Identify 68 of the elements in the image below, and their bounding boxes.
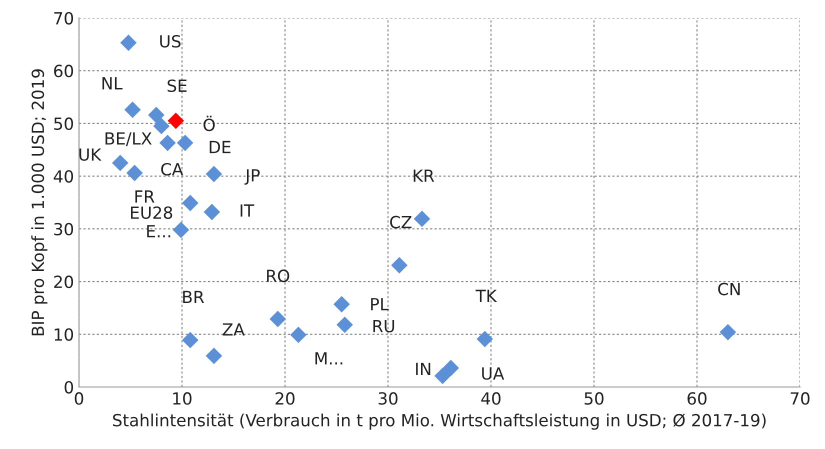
x-tick-label: 30 (378, 392, 398, 405)
point (476, 330, 494, 348)
x-tick-label: 60 (688, 392, 706, 405)
y-tick-label: 70 (54, 12, 74, 25)
annotation: RO (267, 270, 290, 282)
annotation: SE (168, 79, 187, 92)
annotation: PL (371, 298, 389, 310)
point (182, 332, 198, 348)
point (159, 134, 176, 152)
annotation: M... (315, 352, 342, 364)
x-axis-title: Stahlintensität (Verbrauch in t pro Mio. Wirtschaftsleistung in USD; Ø 2017-19) (113, 414, 766, 430)
annotation: CA (161, 162, 184, 176)
annotation: TK (476, 290, 498, 302)
annotation: NL (102, 77, 123, 90)
point (391, 257, 408, 274)
y-tick-label: 20 (54, 276, 74, 288)
annotation: CZ (390, 216, 412, 228)
annotation: IT (240, 204, 254, 217)
annotation: KR (414, 170, 434, 182)
annotation: CN (718, 282, 740, 296)
annotation: BE/LX (106, 132, 152, 146)
annotation: JP (244, 169, 260, 185)
point (414, 210, 430, 228)
point (442, 360, 460, 376)
y-tick-label: 10 (54, 328, 74, 341)
point (182, 194, 198, 212)
point (206, 348, 222, 364)
point (148, 106, 164, 124)
x-tick-label: 40 (481, 392, 500, 405)
annotation: DE (210, 140, 230, 154)
annotation: UK (80, 148, 102, 161)
point (126, 164, 143, 182)
annotation: EU28 (131, 206, 172, 219)
y-tick-label: 50 (54, 117, 74, 130)
annotation: RU (373, 320, 394, 332)
point (434, 368, 451, 384)
point (124, 102, 141, 118)
annotation: E... (147, 225, 170, 238)
x-tick-label: 70 (790, 392, 810, 405)
point (176, 134, 194, 152)
point (270, 310, 286, 328)
point (120, 34, 137, 51)
x-tick-label: 50 (584, 392, 604, 405)
annotation: US (160, 35, 181, 48)
annotation: IN (416, 362, 430, 375)
y-tick-label: 30 (54, 222, 74, 236)
point (720, 324, 736, 340)
y-tick-label: 40 (54, 170, 74, 183)
annotation: ZA (222, 323, 245, 336)
x-tick-label: 0 (74, 392, 84, 405)
y-tick-label: 0 (64, 380, 74, 394)
x-tick-label: 10 (173, 392, 192, 405)
annotation: FR (135, 190, 154, 203)
point (168, 112, 184, 130)
point (336, 316, 353, 334)
point (290, 326, 307, 344)
point (172, 222, 190, 238)
annotation: BR (183, 290, 204, 304)
point (206, 166, 222, 182)
point (153, 118, 170, 134)
y-tick-label: 60 (54, 64, 74, 78)
point (204, 204, 220, 220)
annotation: Ö (204, 116, 215, 132)
point (112, 154, 128, 172)
x-tick-label: 20 (276, 392, 294, 405)
point (333, 296, 350, 312)
annotation: UA (482, 367, 504, 380)
y-axis-title: BIP pro Kopf in 1.000 USD; 2019 (31, 69, 48, 336)
